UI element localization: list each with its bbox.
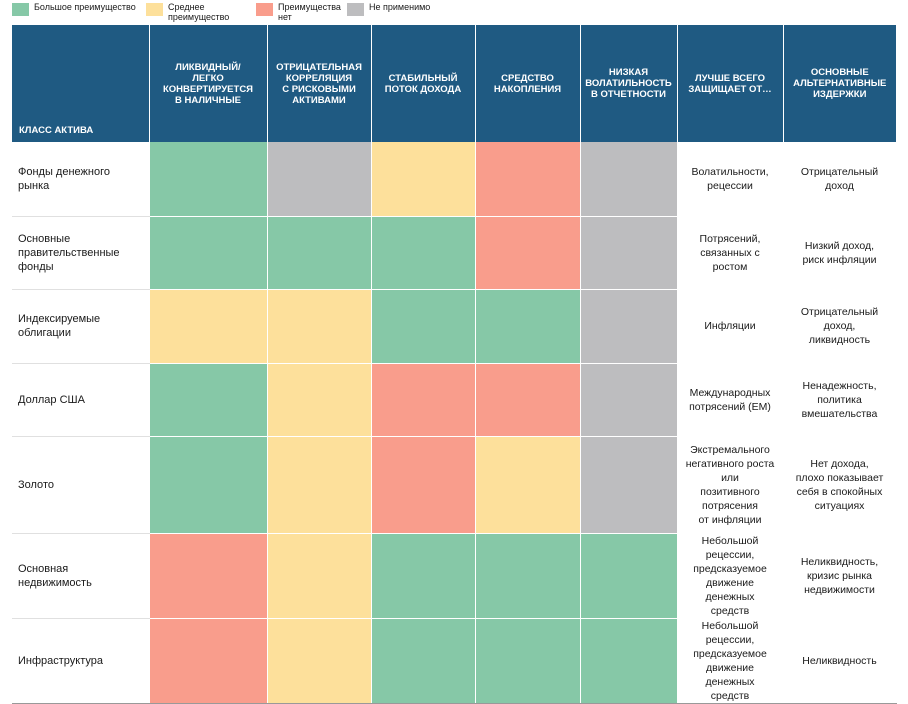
protects-against-cell: Волатильности, рецессии	[677, 142, 784, 217]
rating-cell-strong	[371, 618, 476, 704]
rating-cell-none	[149, 618, 268, 704]
rating-cell-strong	[475, 533, 581, 619]
legend-swatch	[146, 3, 163, 16]
asset-name: Основная недвижимость	[12, 533, 150, 619]
rating-cell-strong	[267, 216, 372, 290]
asset-name: Основные правительственные фонды	[12, 216, 150, 290]
rating-cell-none	[371, 363, 476, 437]
protects-against-cell: Потрясений, связанных с ростом	[677, 216, 784, 290]
rating-cell-strong	[371, 533, 476, 619]
asset-name: Доллар США	[12, 363, 150, 437]
rating-cell-medium	[267, 289, 372, 364]
header-protects-against: ЛУЧШЕ ВСЕГО ЗАЩИЩАЕТ ОТ…	[677, 25, 784, 142]
table-row: Инфраструктура Небольшой рецессии, предск…	[12, 618, 897, 704]
protects-against-cell: Небольшой рецессии, предсказуемое движен…	[677, 618, 784, 704]
protects-against-cell: Экстремального негативного роста или поз…	[677, 436, 784, 534]
legend-item: Большое преимущество	[12, 2, 136, 16]
legend-swatch	[347, 3, 364, 16]
opportunity-cost-cell: Низкий доход, риск инфляции	[783, 216, 897, 290]
legend-item: Среднее преимущество	[146, 2, 229, 22]
opportunity-cost-cell: Нет дохода, плохо показывает себя в спок…	[783, 436, 897, 534]
asset-class-matrix: КЛАСС АКТИВА ЛИКВИДНЫЙ/ ЛЕГКО КОНВЕРТИРУ…	[12, 25, 897, 704]
table-row: Доллар США Международных потрясений (EM) Н…	[12, 363, 897, 437]
table-row: Основные правительственные фонды Потрясен…	[12, 216, 897, 290]
protects-against-cell: Инфляции	[677, 289, 784, 364]
rating-cell-strong	[149, 363, 268, 437]
rating-cell-none	[475, 142, 581, 217]
asset-name: Фонды денежного рынка	[12, 142, 150, 217]
rating-cell-strong	[475, 289, 581, 364]
opportunity-cost-cell: Неликвидность	[783, 618, 897, 704]
header-liquid: ЛИКВИДНЫЙ/ ЛЕГКО КОНВЕРТИРУЕТСЯ В НАЛИЧН…	[149, 25, 268, 142]
rating-cell-na	[580, 289, 678, 364]
rating-cell-medium	[267, 618, 372, 704]
opportunity-cost-cell: Отрицательный доход, ликвидность	[783, 289, 897, 364]
rating-cell-medium	[475, 436, 581, 534]
legend-label: Преимущества нет	[278, 2, 341, 22]
rating-cell-na	[267, 142, 372, 217]
table-row: Золото Экстремального негативного роста и…	[12, 436, 897, 534]
table-row: Индексируемые облигации Инфляции Отрицател…	[12, 289, 897, 364]
rating-cell-strong	[371, 216, 476, 290]
rating-cell-medium	[267, 436, 372, 534]
legend-label: Большое преимущество	[34, 2, 136, 12]
rating-cell-medium	[149, 289, 268, 364]
rating-cell-none	[371, 436, 476, 534]
rating-cell-strong	[149, 216, 268, 290]
rating-cell-none	[475, 216, 581, 290]
rating-cell-medium	[267, 363, 372, 437]
table-row: Основная недвижимость Небольшой рецессии,…	[12, 533, 897, 619]
rating-cell-none	[475, 363, 581, 437]
opportunity-cost-cell: Отрицательный доход	[783, 142, 897, 217]
header-low-volatility: НИЗКАЯ ВОЛАТИЛЬНОСТЬ В ОТЧЕТНОСТИ	[580, 25, 678, 142]
rating-cell-strong	[371, 289, 476, 364]
legend-label: Не применимо	[369, 2, 431, 12]
asset-name: Инфраструктура	[12, 618, 150, 704]
rating-cell-strong	[149, 142, 268, 217]
protects-against-cell: Международных потрясений (EM)	[677, 363, 784, 437]
legend-label: Среднее преимущество	[168, 2, 230, 22]
rating-cell-na	[580, 436, 678, 534]
rating-cell-strong	[580, 618, 678, 704]
legend-item: Преимущества нет	[256, 2, 341, 22]
legend-swatch	[256, 3, 273, 16]
rating-cell-na	[580, 216, 678, 290]
header-store-of-value: СРЕДСТВО НАКОПЛЕНИЯ	[475, 25, 581, 142]
rating-cell-medium	[371, 142, 476, 217]
table-row: Фонды денежного рынка Волатильности, реце…	[12, 142, 897, 217]
rating-cell-na	[580, 142, 678, 217]
legend-swatch	[12, 3, 29, 16]
header-asset-class: КЛАСС АКТИВА	[12, 25, 150, 142]
asset-name: Золото	[12, 436, 150, 534]
header-opportunity-costs: ОСНОВНЫЕ АЛЬТЕРНАТИВНЫЕ ИЗДЕРЖКИ	[783, 25, 896, 142]
header-negative-correlation: ОТРИЦАТЕЛЬНАЯ КОРРЕЛЯЦИЯ С РИСКОВЫМИ АКТ…	[267, 25, 372, 142]
protects-against-cell: Небольшой рецессии, предсказуемое движен…	[677, 533, 784, 619]
legend: Большое преимущество Среднее преимущество…	[0, 0, 908, 24]
rating-cell-strong	[580, 533, 678, 619]
opportunity-cost-cell: Неликвидность, кризис рынка недвижимости	[783, 533, 897, 619]
rating-cell-strong	[475, 618, 581, 704]
rating-cell-strong	[149, 436, 268, 534]
asset-name: Индексируемые облигации	[12, 289, 150, 364]
rating-cell-na	[580, 363, 678, 437]
header-row: КЛАСС АКТИВА ЛИКВИДНЫЙ/ ЛЕГКО КОНВЕРТИРУ…	[12, 25, 896, 142]
opportunity-cost-cell: Ненадежность, политика вмешательства	[783, 363, 897, 437]
header-stable-income: СТАБИЛЬНЫЙ ПОТОК ДОХОДА	[371, 25, 476, 142]
legend-item: Не применимо	[347, 2, 430, 16]
rating-cell-none	[149, 533, 268, 619]
rating-cell-medium	[267, 533, 372, 619]
